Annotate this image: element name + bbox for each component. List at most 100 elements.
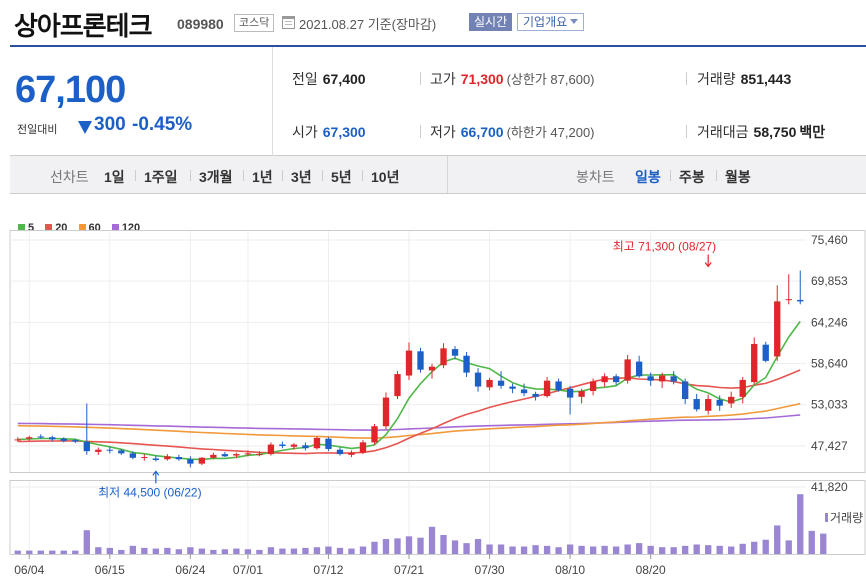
candle-body [624,359,631,381]
candle-body [279,444,286,447]
volume-bar [60,550,67,554]
candle-body [739,379,746,397]
candle-body [60,438,67,441]
candle-body [37,436,44,438]
candle-body [256,454,263,456]
min-price-annotation: 최저 44,500 (06/22) [98,485,201,499]
stock-header: 상아프론테크 089980 코스닥 2021.08.27 기준(장마감) 실시간… [0,0,866,45]
candle-body [394,374,401,397]
volume-bar [451,540,459,554]
candle-body [221,454,229,457]
amount-label: 거래대금 [697,124,749,140]
candle-body [198,457,206,464]
volume-bar [509,546,516,554]
candle-body [762,344,769,361]
candle-body [336,449,344,455]
volume-pane-frame [9,480,866,555]
candle-body [267,444,275,455]
candle-body [589,381,597,391]
volume-bar [474,539,482,554]
candle-body [175,457,183,460]
candle-body [428,366,436,371]
candle-body [187,459,194,464]
volume-bar [187,547,194,554]
x-tick-label: 06/15 [95,563,125,577]
candle-body [682,381,689,400]
volume-bar [797,494,804,554]
x-tick-label: 07/30 [475,563,505,577]
volume-bar [785,540,792,554]
tab-3year[interactable]: 3년 [291,169,312,185]
date-suffix: 기준(장마감) [367,17,437,32]
prev-close-label: 전일 [292,71,318,87]
volume-bar [728,546,735,554]
quote-date: 2021.08.27 기준(장마감) [299,14,436,33]
x-tick-label: 08/10 [555,563,585,577]
candle-body [152,458,160,460]
chart-period-tabs: 선차트 1일 1주일 3개월 1년 3년 5년 10년 봉차트 일봉 주봉 월봉 [10,156,866,194]
divider [282,170,283,181]
volume-bar [417,537,424,554]
candle-body [520,389,528,394]
tab-5year[interactable]: 5년 [331,169,352,185]
x-tick-label: 07/21 [394,563,424,577]
tab-daily[interactable]: 일봉 [635,169,661,185]
tab-monthly[interactable]: 월봉 [725,169,751,185]
high-price: 고가 71,300 (상한가 87,600) [430,69,595,89]
candle-body [440,348,447,366]
divider [362,170,363,181]
volume-bar [670,547,677,554]
low-price: 저가 66,700 (하한가 47,200) [430,122,595,142]
open-value: 67,300 [322,124,366,140]
current-price: 67,100 [15,69,126,111]
realtime-button[interactable]: 실시간 [469,13,513,31]
candle-chart-label: 봉차트 [576,169,615,185]
tab-1week[interactable]: 1주일 [144,169,178,185]
divider [670,170,671,181]
divider [322,170,323,181]
candle-body [118,450,125,454]
tab-1day[interactable]: 1일 [104,169,125,185]
divider [243,170,244,181]
volume-bar [129,545,136,554]
tab-weekly[interactable]: 주봉 [679,169,705,185]
price-summary: 67,100 전일대비 300 -0.45% [10,47,273,156]
company-overview-dropdown[interactable]: 기업개요 [517,13,585,31]
volume-bar [774,525,781,554]
volume-bar [382,539,390,554]
candle-body [95,449,102,452]
volume-bar [624,544,631,554]
volume-bar [716,545,723,554]
amount-unit: 백만 [799,124,826,140]
candle-body [785,299,792,301]
volume-bar [141,547,148,554]
candle-body [532,393,539,397]
candlestick-chart[interactable]: 75,460 69,853 64,246 58,640 53,033 47,427 41,8… [0,230,866,579]
volume-bar [520,546,528,554]
volume-value: 851,443 [740,71,792,87]
volume-bar [313,547,321,554]
volume-bar [118,549,125,554]
candle-body [474,372,482,387]
volume-bar [589,546,597,554]
volume-bar [14,550,21,554]
volume-bar [175,549,183,554]
volume-bar [290,548,298,554]
candle-body [463,355,470,373]
tab-10year[interactable]: 10년 [371,169,400,185]
legend-swatch [78,224,86,231]
tab-1year[interactable]: 1년 [252,169,273,185]
volume-bar [256,549,263,554]
tab-3month[interactable]: 3개월 [199,169,233,185]
candle-body [49,437,56,440]
legend-ma5: 5 [18,222,34,234]
candle-body [555,381,562,391]
y-tick-label: 47,427 [811,439,848,453]
candle-body [658,375,666,382]
candle-body [405,350,413,376]
candle-body [382,397,390,427]
divider [686,125,687,138]
candle-body [313,437,321,449]
volume-label: 거래량 [830,511,863,525]
volume-bar [348,548,355,554]
